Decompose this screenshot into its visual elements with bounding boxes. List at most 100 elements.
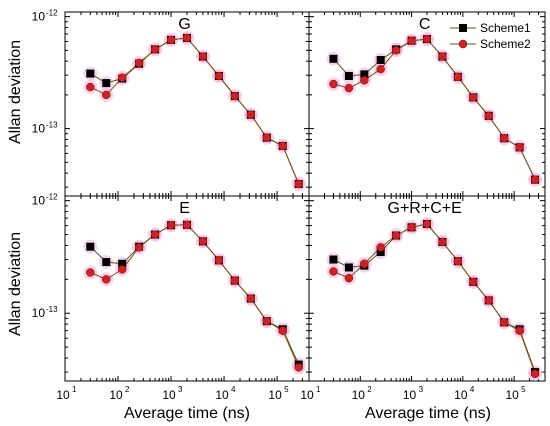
point-scheme2 <box>422 34 432 44</box>
legend-marker-scheme2 <box>458 39 468 49</box>
point-scheme2 <box>376 243 385 252</box>
x-tick-label-exponent: 5 <box>284 385 289 394</box>
x-tick-label: 10 <box>352 388 366 402</box>
point-scheme1 <box>118 259 127 268</box>
series-line-scheme1 <box>89 224 300 365</box>
point-scheme2 <box>360 259 369 269</box>
point-scheme2 <box>344 273 354 283</box>
point-scheme2 <box>214 71 224 81</box>
point-scheme1 <box>344 263 353 272</box>
point-scheme2 <box>407 36 416 45</box>
legend: Scheme1 Scheme2 <box>450 21 531 51</box>
x-tick-label: 10 <box>505 388 519 402</box>
point-scheme2 <box>484 111 493 121</box>
point-scheme2 <box>182 33 192 43</box>
series-line-scheme2 <box>333 223 536 374</box>
series-line-scheme1 <box>333 38 536 180</box>
point-scheme2 <box>294 363 303 372</box>
panel-title: G+R+C+E <box>388 200 462 217</box>
point-scheme2 <box>150 230 160 239</box>
x-tick-label-exponent: 4 <box>470 385 475 394</box>
point-scheme2 <box>294 179 303 189</box>
point-scheme2 <box>262 133 272 142</box>
point-scheme2 <box>230 276 240 285</box>
point-scheme1 <box>376 247 385 256</box>
x-tick-label-exponent: 3 <box>419 385 424 394</box>
y-tick-label: 10 <box>32 306 46 320</box>
x-tick-label: 10 <box>403 388 417 402</box>
point-scheme2 <box>391 231 401 240</box>
point-scheme2 <box>102 275 111 284</box>
point-scheme2 <box>469 277 478 287</box>
series-line-scheme2 <box>90 37 300 185</box>
series-line-scheme2 <box>333 38 536 180</box>
point-scheme2 <box>438 237 447 247</box>
point-scheme2 <box>422 219 432 229</box>
point-scheme2 <box>530 175 540 184</box>
point-scheme1 <box>86 69 95 78</box>
y-tick-label-exponent: -12 <box>46 9 58 18</box>
panel-title: G <box>178 16 190 33</box>
point-scheme2 <box>262 316 272 326</box>
x-tick-label: 10 <box>454 388 468 402</box>
x-tick-label: 10 <box>268 388 282 402</box>
point-scheme2 <box>214 256 224 265</box>
point-scheme2 <box>376 64 385 74</box>
panel-grce: 10 1 10 2 10 3 10 4 10 5G+R+C+E <box>300 195 546 402</box>
point-scheme2 <box>150 45 160 54</box>
y-axis-label-bottom: Allan deviation <box>7 232 24 336</box>
point-scheme1 <box>86 242 95 251</box>
series-line-scheme2 <box>90 224 300 368</box>
point-scheme2 <box>117 73 127 82</box>
x-tick-label: 10 <box>56 388 70 402</box>
point-scheme2 <box>515 326 524 335</box>
x-tick-label: 10 <box>109 388 123 402</box>
point-scheme2 <box>246 294 256 303</box>
y-tick-label-exponent: -13 <box>46 305 58 314</box>
point-scheme2 <box>246 110 256 119</box>
y-tick-label: 10 <box>32 10 46 24</box>
x-axis-label-left: Average time (ns) <box>124 405 250 422</box>
legend-marker-scheme1 <box>459 24 467 32</box>
point-scheme1 <box>102 79 111 88</box>
x-tick-label: 10 <box>215 388 229 402</box>
x-tick-label: 10 <box>300 388 314 402</box>
point-scheme2 <box>230 91 240 101</box>
y-tick-label: 10 <box>32 122 46 136</box>
y-axis-label-top: Allan deviation <box>7 40 24 144</box>
x-tick-label-exponent: 1 <box>316 385 321 394</box>
point-scheme2 <box>344 83 354 93</box>
point-scheme2 <box>438 52 447 61</box>
point-scheme2 <box>278 141 288 151</box>
point-scheme2 <box>134 58 144 68</box>
x-tick-label-exponent: 2 <box>367 385 372 394</box>
point-scheme2 <box>360 76 369 85</box>
legend-label-scheme1: Scheme1 <box>480 21 531 35</box>
point-scheme2 <box>102 90 111 100</box>
x-tick-label-exponent: 1 <box>72 385 77 394</box>
point-scheme2 <box>117 265 127 274</box>
series-line-scheme1 <box>90 37 300 185</box>
x-axis-label-right: Average time (ns) <box>365 405 491 422</box>
point-scheme2 <box>134 243 144 252</box>
point-scheme2 <box>499 318 509 327</box>
point-scheme2 <box>499 133 509 143</box>
point-scheme2 <box>515 143 524 152</box>
point-scheme1 <box>376 55 385 64</box>
point-scheme2 <box>453 72 463 82</box>
point-scheme1 <box>329 255 338 264</box>
point-scheme2 <box>86 82 95 92</box>
x-tick-label-exponent: 3 <box>178 385 183 394</box>
point-scheme2 <box>407 223 416 232</box>
point-scheme2 <box>329 267 338 276</box>
point-scheme1 <box>102 258 111 267</box>
point-scheme2 <box>453 256 463 266</box>
point-scheme1 <box>329 54 338 63</box>
point-scheme2 <box>391 46 401 55</box>
point-scheme2 <box>469 93 478 102</box>
x-tick-label-exponent: 2 <box>125 385 130 394</box>
legend-label-scheme2: Scheme2 <box>480 37 531 51</box>
